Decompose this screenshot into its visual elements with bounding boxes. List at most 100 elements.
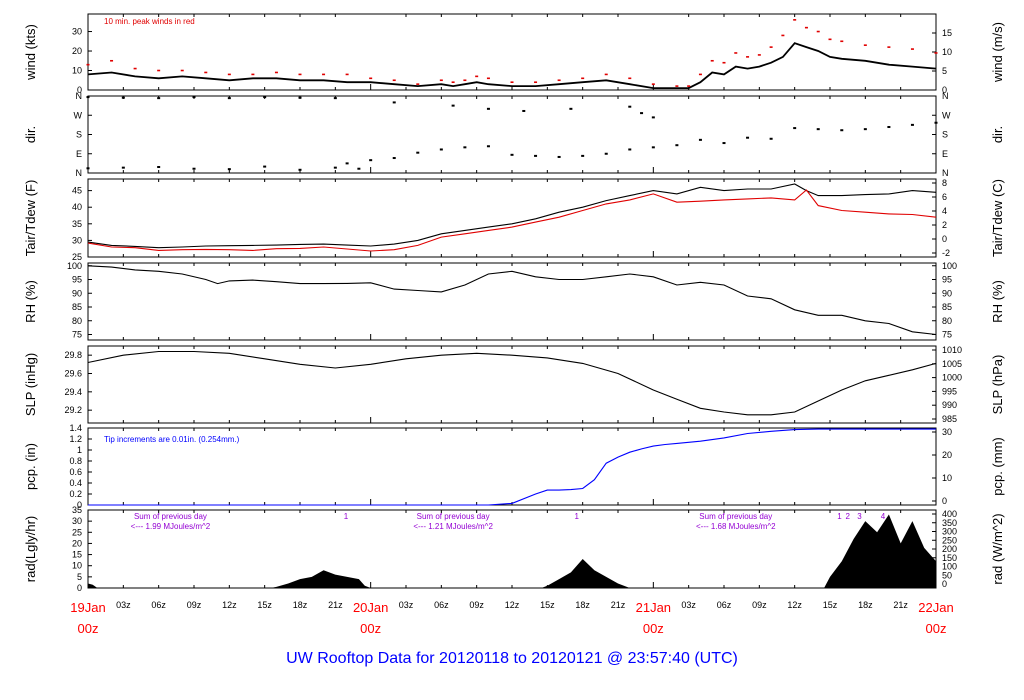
direction-point [451,104,455,107]
y-tick-label-right: 985 [942,414,957,424]
direction-point [439,148,443,151]
y-axis-label-right: pcp. (mm) [990,437,1005,496]
y-tick-label-right: 50 [942,570,952,580]
series-line-RH [87,265,937,336]
time-tick-label: 21z [893,600,908,610]
y-tick-label: 45 [72,186,82,196]
y-axis-label-right: RH (%) [990,280,1005,323]
y-tick-label: 1.2 [69,434,82,444]
wind-peak-point [557,79,561,82]
direction-point [887,126,891,129]
direction-point [86,167,90,170]
y-tick-label: 29.2 [64,405,82,415]
y-tick-label: 75 [72,330,82,340]
y-tick-label-right: 75 [942,330,952,340]
direction-point [227,168,231,171]
wind-peak-point [157,69,161,72]
y-axis-label-left: dir. [23,126,38,143]
y-tick-label: 40 [72,202,82,212]
time-major-time: 00z [643,621,664,636]
wind-peak-point [793,19,797,21]
wind-peak-point [934,52,938,54]
time-tick-label: 15z [540,600,555,610]
direction-point [357,167,361,170]
radiation-marker: 1 [837,512,842,521]
direction-point [910,123,914,126]
y-tick-label: W [74,110,83,120]
time-tick-label: 12z [787,600,802,610]
panel-frame [87,262,937,341]
y-tick-label-right: 85 [942,302,952,312]
wind-peak-point [86,63,90,66]
time-major-time: 00z [360,621,381,636]
wind-peak-point [274,71,278,74]
panel-wind [86,13,938,91]
y-tick-label: 25 [72,527,82,537]
time-tick-label: 21z [611,600,626,610]
y-axis-label-left: RH (%) [23,280,38,323]
radiation-marker: 1 [344,512,349,521]
direction-point [416,151,420,154]
radiation-area [88,514,936,588]
panel-annotation: Tip increments are 0.01in. (0.254mm.) [104,435,240,444]
wind-peak-point [781,34,785,37]
wind-peak-point [451,81,455,84]
y-tick-label-right: 6 [942,192,947,202]
y-tick-label-right: 90 [942,288,952,298]
direction-point [698,138,702,141]
y-tick-label: 30 [72,235,82,245]
y-tick-label: 29.8 [64,350,82,360]
y-tick-label: 10 [72,66,82,76]
time-tick-label: 09z [187,600,202,610]
wind-peak-point [828,38,832,41]
wind-peak-point [840,40,844,43]
time-tick-label: 21z [328,600,343,610]
y-tick-label: 25 [72,252,82,262]
y-tick-label: 0.2 [69,489,82,499]
panel-temp [87,178,937,258]
y-tick-label-right: 10 [942,473,952,483]
series-line-Tair [87,183,937,249]
y-tick-label: 90 [72,288,82,298]
direction-point [192,96,196,99]
wind-peak-point [910,48,914,50]
y-axis-label-left: rad(Lgly/hr) [23,516,38,582]
direction-point [333,97,337,100]
direction-point [298,168,302,171]
panel-annotation: 10 min. peak winds in red [104,17,195,26]
radiation-sum-value: <--- 1.99 MJoules/m^2 [131,522,211,531]
y-tick-label: 35 [72,219,82,229]
y-tick-label-right: 995 [942,386,957,396]
wind-peak-point [439,79,443,82]
direction-point [486,107,490,110]
direction-point [463,146,467,149]
y-tick-label-right: W [942,110,951,120]
radiation-marker: 1 [575,512,580,521]
y-tick-label: 1 [77,445,82,455]
y-tick-label: 1.4 [69,423,82,433]
radiation-marker: 3 [857,512,862,521]
y-tick-label: 0 [77,500,82,510]
wind-peak-point [734,52,738,54]
panel-slp [87,345,937,424]
wind-peak-point [804,26,808,29]
y-tick-label: 85 [72,302,82,312]
direction-point [121,96,125,99]
time-tick-label: 09z [752,600,767,610]
y-tick-label-right: -2 [942,248,950,258]
y-tick-label-right: 2 [942,220,947,230]
y-tick-label-right: 0 [942,85,947,95]
time-tick-label: 18z [575,600,590,610]
time-tick-label: 03z [116,600,131,610]
time-tick-label: 06z [434,600,449,610]
y-tick-label: 0 [77,583,82,593]
direction-point [298,96,302,99]
time-major-date: 19Jan [70,600,105,615]
series-line-SLP [87,350,937,416]
wind-peak-point [251,73,255,76]
wind-peak-point [345,73,349,76]
wind-peak-point [475,75,479,78]
y-tick-label-right: 4 [942,206,947,216]
wind-peak-point [133,67,137,70]
y-tick-label-right: 95 [942,275,952,285]
